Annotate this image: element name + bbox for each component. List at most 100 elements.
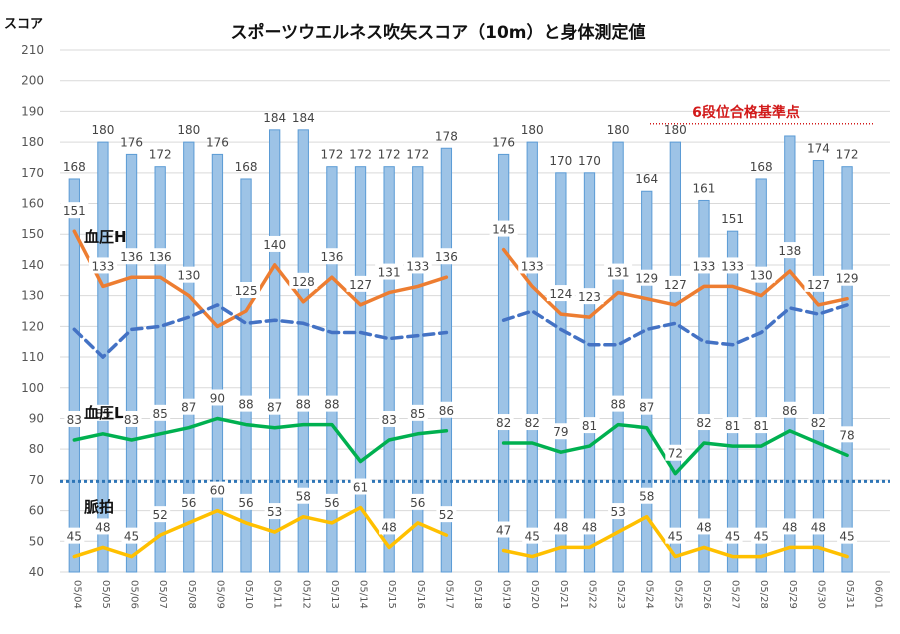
point-label-bg — [489, 220, 518, 237]
y-tick-label: 120 — [21, 319, 44, 333]
point-label-bg — [804, 275, 833, 292]
point-label-bg — [121, 410, 142, 427]
y-tick-label: 90 — [29, 411, 44, 425]
series-label-bp-low: 血圧L — [84, 404, 124, 422]
y-tick-label: 130 — [21, 289, 44, 303]
bar-value-label: 176 — [206, 135, 229, 149]
series-line — [501, 247, 849, 319]
point-label-bg — [293, 487, 314, 504]
point-value-label: 82 — [525, 416, 540, 430]
point-value-label: 133 — [721, 259, 744, 273]
x-tick-label: 05/25 — [672, 580, 683, 609]
bar-value-label: 174 — [807, 142, 830, 156]
point-value-label: 61 — [353, 481, 368, 495]
x-tick-label: 05/26 — [701, 580, 712, 609]
point-label-bg — [88, 257, 117, 274]
point-label-bg — [232, 282, 261, 298]
point-value-label: 56 — [181, 496, 196, 510]
point-value-label: 48 — [95, 520, 110, 534]
bar-value-label: 180 — [664, 123, 687, 137]
point-label-bg — [636, 398, 657, 415]
point-label-bg — [747, 266, 776, 283]
bar-value-label: 184 — [292, 111, 315, 125]
x-tick-label: 05/28 — [758, 580, 769, 609]
point-value-label: 130 — [750, 269, 773, 283]
point-label-bg — [150, 404, 171, 421]
y-tick-label: 40 — [29, 565, 44, 579]
point-value-label: 81 — [725, 419, 740, 433]
x-tick-label: 05/14 — [358, 580, 369, 609]
series-line — [501, 422, 849, 476]
point-label-bg — [264, 503, 285, 520]
bar-value-label: 178 — [435, 129, 458, 143]
point-value-label: 45 — [124, 530, 139, 544]
y-tick-label: 170 — [21, 166, 44, 180]
x-tick-label: 05/10 — [243, 580, 254, 609]
score-bar — [240, 178, 252, 573]
point-value-label: 53 — [610, 505, 625, 519]
score-bar — [669, 141, 681, 573]
point-value-label: 48 — [811, 520, 826, 534]
score-bar — [841, 166, 853, 573]
point-value-label: 82 — [811, 416, 826, 430]
point-label-bg — [808, 414, 829, 431]
bar-value-label: 180 — [607, 123, 630, 137]
point-value-label: 45 — [525, 530, 540, 544]
x-tick-label: 05/24 — [644, 580, 655, 609]
y-axis-ticks: 40 50 60 70 80 90 100 110 120 130 140 150 160 170 180 1… — [21, 43, 44, 579]
score-bar — [726, 230, 739, 573]
bar-series — [68, 129, 853, 573]
y-tick-label: 210 — [21, 43, 44, 57]
y-tick-label: 70 — [29, 473, 44, 487]
x-tick-label: 05/27 — [730, 580, 741, 609]
point-label-bg — [751, 527, 772, 544]
point-label-bg — [436, 401, 457, 418]
point-label-bg — [608, 395, 629, 412]
x-tick-label: 05/21 — [558, 580, 569, 609]
point-label-bg — [321, 493, 342, 510]
point-value-label: 151 — [63, 204, 86, 218]
point-label-bg — [833, 269, 862, 286]
point-label-bg — [260, 235, 289, 252]
score-bar — [383, 166, 395, 573]
x-tick-label: 05/30 — [815, 580, 826, 609]
y-tick-label: 150 — [21, 227, 44, 241]
y-tick-label: 60 — [29, 504, 44, 518]
bar-value-label: 170 — [578, 154, 601, 168]
score-bar — [154, 166, 166, 573]
point-label-bg — [379, 518, 400, 535]
point-value-label: 79 — [553, 425, 568, 439]
point-label-bg — [321, 395, 342, 412]
score-bar — [555, 172, 567, 573]
point-value-label: 88 — [610, 398, 625, 412]
point-label-bg — [722, 527, 743, 544]
point-label-bg — [236, 493, 257, 510]
grid-lines — [60, 49, 890, 573]
score-bar — [269, 129, 281, 573]
point-label-bg — [121, 527, 142, 544]
point-label-bg — [775, 242, 804, 259]
x-tick-label: 05/04 — [71, 580, 82, 609]
x-tick-label: 05/23 — [615, 580, 626, 609]
point-label-bg — [436, 506, 457, 523]
x-tick-label: 05/20 — [529, 580, 540, 609]
point-label-bg — [207, 389, 228, 406]
point-value-label: 138 — [778, 244, 801, 258]
point-label-bg — [779, 401, 800, 418]
point-value-label: 87 — [267, 401, 282, 415]
point-label-bg — [493, 521, 514, 538]
point-label-bg — [236, 395, 257, 412]
score-bar — [784, 135, 796, 573]
x-tick-label: 05/17 — [443, 580, 454, 609]
bar-value-label: 151 — [721, 212, 744, 226]
point-value-label: 140 — [263, 238, 286, 252]
point-label-bg — [550, 423, 571, 440]
point-value-label: 127 — [664, 278, 687, 292]
point-label-bg — [693, 414, 714, 431]
series-line — [72, 505, 449, 559]
point-value-label: 45 — [754, 530, 769, 544]
point-label-bg — [207, 481, 228, 498]
point-label-bg — [575, 288, 604, 305]
point-value-label: 86 — [782, 404, 797, 418]
